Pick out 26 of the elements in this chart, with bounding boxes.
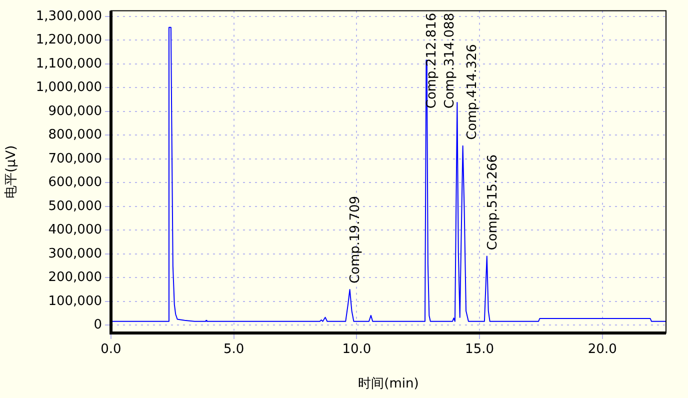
y-tick-label: 800,000 bbox=[48, 128, 102, 143]
y-tick-label: 200,000 bbox=[48, 270, 102, 286]
y-tick-label: 1,300,000 bbox=[36, 8, 102, 24]
annotation: Comp.314.088 bbox=[442, 12, 458, 109]
annotation: Comp.515.266 bbox=[485, 154, 500, 250]
y-tick-label: 500,000 bbox=[48, 198, 102, 214]
annotation: Comp.19.709 bbox=[348, 196, 364, 284]
y-tick-label: 300,000 bbox=[48, 246, 102, 262]
y-tick-label: 100,000 bbox=[48, 294, 102, 309]
y-tick-label: 1,000,000 bbox=[36, 80, 102, 96]
y-tick-label: 1,200,000 bbox=[36, 32, 102, 48]
y-tick-label: 900,000 bbox=[48, 104, 102, 119]
y-tick-label: 400,000 bbox=[48, 222, 102, 238]
y-tick-label: 0 bbox=[94, 318, 102, 333]
y-tick-label: 1,100,000 bbox=[36, 56, 102, 72]
annotation: Comp.212.816 bbox=[424, 12, 440, 109]
x-tick-label: 20.0 bbox=[588, 342, 617, 358]
x-tick-label: 15.0 bbox=[465, 342, 494, 358]
y-tick-label: 700,000 bbox=[48, 151, 102, 166]
x-tick-label: 5.0 bbox=[224, 342, 244, 358]
y-tick-label: 600,000 bbox=[48, 175, 102, 190]
x-axis-title: 时间(min) bbox=[358, 376, 419, 392]
x-tick-label: 0.0 bbox=[100, 342, 122, 358]
y-axis-title: 电平(μV) bbox=[4, 145, 20, 199]
x-tick-label: 10.0 bbox=[342, 342, 372, 358]
annotation: Comp.414.326 bbox=[465, 44, 480, 140]
